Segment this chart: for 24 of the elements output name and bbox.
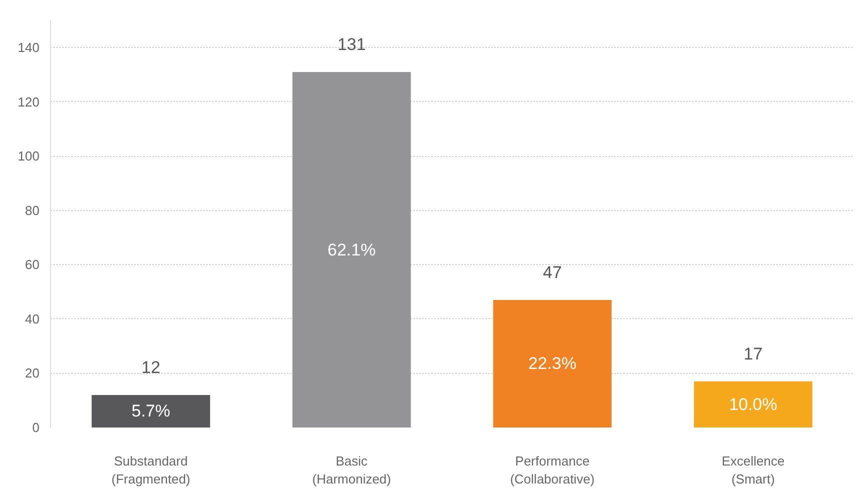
y-tick-label: 120 — [18, 94, 40, 110]
annotation: 5.7% — [132, 402, 170, 421]
data-label: 47 — [542, 262, 562, 282]
x-tick-label: Basic (Harmonized) — [312, 454, 392, 486]
y-tick-label: 20 — [25, 366, 40, 381]
y-tick-label: 0 — [32, 420, 40, 435]
x-tick-label: Substandard (Fragmented) — [112, 454, 190, 486]
bar — [292, 72, 411, 428]
y-tick-label: 80 — [25, 202, 40, 218]
x-tick-label: Excellence (Smart) — [722, 454, 785, 486]
x-tick-label: Performance (Collaborative) — [510, 454, 595, 486]
y-tick-label: 100 — [18, 148, 40, 164]
annotation: 10.0% — [729, 394, 778, 414]
bar — [694, 381, 812, 428]
data-label: 131 — [337, 35, 366, 54]
bar — [92, 394, 210, 428]
annotation: 62.1% — [328, 240, 376, 260]
y-tick-label: 40 — [25, 311, 40, 326]
y-tick-label: 60 — [25, 257, 40, 272]
data-label: 17 — [744, 344, 763, 364]
data-label: 12 — [141, 358, 160, 377]
annotation: 22.3% — [528, 354, 576, 374]
y-tick-label: 140 — [18, 40, 40, 56]
bar — [493, 300, 612, 428]
